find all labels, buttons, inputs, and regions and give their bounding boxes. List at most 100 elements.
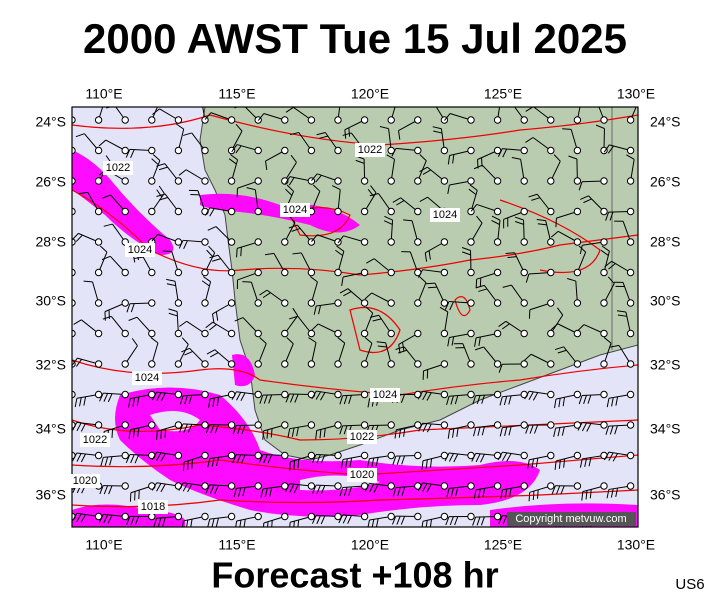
station xyxy=(440,329,449,338)
graticule-labels: 110°E 110°E 115°E 115°E 120°E 120°E 125°E 125°E… xyxy=(35,86,680,553)
barb-feather xyxy=(612,453,618,462)
station xyxy=(467,390,475,399)
barb-feather xyxy=(454,516,459,526)
barb-feather xyxy=(392,487,397,497)
barb-feather xyxy=(162,517,166,527)
barb-feather xyxy=(164,428,167,438)
barb-feather xyxy=(477,426,481,436)
barb-feather xyxy=(525,424,530,434)
barb-feather xyxy=(461,251,471,256)
isobar-label: 1018 xyxy=(141,501,165,513)
barb-feather xyxy=(292,307,299,316)
barb-feather xyxy=(75,133,85,138)
barb-feather xyxy=(74,398,78,408)
station xyxy=(626,207,635,216)
lat-label: 32°S xyxy=(650,357,681,373)
station xyxy=(148,207,156,216)
station xyxy=(600,329,608,338)
isobar-label-box xyxy=(280,203,310,217)
barb-feather xyxy=(531,197,541,201)
barb-feather xyxy=(392,455,397,465)
barb-feather xyxy=(288,177,295,186)
barb-feather xyxy=(501,452,508,461)
barb-feather xyxy=(499,396,503,406)
station xyxy=(148,146,156,155)
barb-feather xyxy=(339,487,344,497)
lon-label: 115°E xyxy=(218,537,255,553)
barb-feather xyxy=(335,249,343,256)
barb-feather xyxy=(528,492,531,502)
barb-feather xyxy=(615,396,619,406)
station xyxy=(307,329,316,338)
station xyxy=(387,177,395,185)
barb-feather xyxy=(72,452,78,462)
barb-feather xyxy=(205,424,211,434)
barb-feather xyxy=(263,394,268,404)
barb-feather xyxy=(207,458,211,468)
station xyxy=(307,390,316,399)
barb-feather xyxy=(558,459,561,469)
barb-feather xyxy=(480,454,485,463)
barb-feather xyxy=(557,427,561,437)
barb-feather xyxy=(56,456,59,464)
barb-feather xyxy=(210,352,219,358)
barb-feather xyxy=(600,249,609,256)
barb-feather xyxy=(400,394,406,403)
barb-feather xyxy=(134,256,144,259)
station xyxy=(121,207,129,216)
station xyxy=(414,329,422,338)
station xyxy=(307,482,316,490)
barb-feather xyxy=(444,113,451,121)
barb-feather xyxy=(527,459,530,469)
lat-label: 26°S xyxy=(650,174,681,190)
station xyxy=(334,451,342,460)
barb-feather xyxy=(181,347,190,353)
barb-feather xyxy=(384,215,393,221)
barb-feather xyxy=(319,135,329,139)
barb-feather xyxy=(284,176,291,185)
barb-feather xyxy=(426,282,436,285)
barb-feather xyxy=(498,515,503,525)
lon-label: 125°E xyxy=(484,537,522,553)
barb-feather xyxy=(80,453,86,463)
barb-feather xyxy=(293,521,295,527)
station xyxy=(174,238,183,246)
lat-label: 34°S xyxy=(650,421,681,437)
barb-feather xyxy=(263,522,265,527)
barb-feather xyxy=(231,144,238,153)
station xyxy=(121,299,129,307)
station xyxy=(360,299,369,307)
barb-feather xyxy=(577,324,585,332)
barb-feather xyxy=(107,393,113,403)
station xyxy=(414,512,422,521)
station xyxy=(281,421,289,429)
barb-feather xyxy=(421,460,424,470)
station xyxy=(467,421,475,429)
barb-feather xyxy=(285,188,293,196)
station xyxy=(201,299,209,307)
barb-feather xyxy=(210,424,215,434)
barb-feather xyxy=(373,484,379,493)
station xyxy=(387,482,395,490)
barb-feather xyxy=(216,397,220,407)
barb-feather xyxy=(319,429,322,439)
barb-feather xyxy=(285,393,290,403)
barb-feather xyxy=(560,485,565,495)
barb-feather xyxy=(365,306,374,314)
barb-feather xyxy=(345,458,348,468)
barb-feather xyxy=(263,454,268,464)
barb-feather xyxy=(379,125,389,130)
station xyxy=(600,177,608,185)
station xyxy=(573,207,582,216)
barb-feather xyxy=(525,137,534,143)
barb-feather xyxy=(111,428,114,438)
barb-feather xyxy=(557,349,567,354)
barb-feather xyxy=(372,318,382,322)
barb-feather xyxy=(508,395,512,405)
barb-feather xyxy=(187,483,193,493)
station xyxy=(573,116,582,124)
isobar-label: 1022 xyxy=(350,431,374,443)
barb-feather xyxy=(508,488,512,498)
station xyxy=(387,268,395,277)
barb-feather xyxy=(364,483,370,492)
